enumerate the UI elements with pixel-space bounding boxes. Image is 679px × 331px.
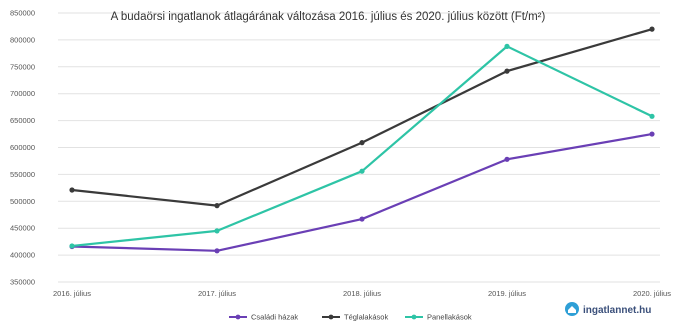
legend-swatch-marker xyxy=(328,314,334,320)
legend-item: Családi házak xyxy=(229,313,298,322)
y-tick-label: 600000 xyxy=(10,143,35,152)
x-tick-label: 2016. július xyxy=(53,289,91,298)
legend-swatch-marker xyxy=(411,314,417,320)
y-tick-label: 800000 xyxy=(10,35,35,44)
legend-label: Panellakások xyxy=(427,313,472,322)
legend-label: Téglalakások xyxy=(344,313,388,322)
x-axis-ticks: 2016. július 2017. július 2018. július 2019… xyxy=(53,289,671,298)
data-point xyxy=(649,26,655,32)
series-line xyxy=(71,45,653,248)
data-point xyxy=(649,131,655,137)
x-tick-label: 2018. július xyxy=(343,289,381,298)
y-tick-label: 400000 xyxy=(10,251,35,260)
y-tick-label: 500000 xyxy=(10,197,35,206)
gridlines xyxy=(58,12,660,283)
data-point xyxy=(69,243,75,249)
x-tick-label: 2017. július xyxy=(198,289,236,298)
legend-item: Téglalakások xyxy=(322,313,388,322)
data-point xyxy=(504,156,510,162)
y-tick-label: 700000 xyxy=(10,89,35,98)
series-line xyxy=(71,132,653,252)
series-lines xyxy=(69,26,655,254)
data-point xyxy=(359,168,365,174)
brand-name: ingatlannet.hu xyxy=(583,305,651,316)
legend: Családi házak Téglalakások Panellakások xyxy=(229,313,472,322)
y-tick-label: 750000 xyxy=(10,62,35,71)
series-group xyxy=(69,131,655,254)
x-tick-label: 2020. július xyxy=(633,289,671,298)
data-point xyxy=(504,43,510,49)
chart-title: A budaörsi ingatlanok átlagárának változ… xyxy=(111,11,546,23)
series-group xyxy=(69,26,655,209)
data-point xyxy=(69,187,75,193)
y-tick-label: 850000 xyxy=(10,9,35,18)
legend-item: Panellakások xyxy=(405,313,472,322)
brand-logo: ingatlannet.hu xyxy=(565,302,651,316)
home-shield-icon xyxy=(565,302,579,316)
x-tick-label: 2019. július xyxy=(488,289,526,298)
legend-label: Családi házak xyxy=(251,313,298,322)
data-point xyxy=(214,203,220,209)
series-group xyxy=(69,43,655,249)
data-point xyxy=(504,68,510,74)
data-point xyxy=(649,113,655,119)
data-point xyxy=(214,248,220,254)
data-point xyxy=(359,216,365,222)
y-axis-ticks: 350000 400000 450000 500000 550000 600000 6500… xyxy=(10,9,35,287)
y-tick-label: 550000 xyxy=(10,170,35,179)
data-point xyxy=(214,228,220,234)
y-tick-label: 450000 xyxy=(10,224,35,233)
legend-swatch-marker xyxy=(235,314,241,320)
data-point xyxy=(359,140,365,146)
y-tick-label: 650000 xyxy=(10,116,35,125)
series-line xyxy=(71,28,653,207)
y-tick-label: 350000 xyxy=(10,278,35,287)
